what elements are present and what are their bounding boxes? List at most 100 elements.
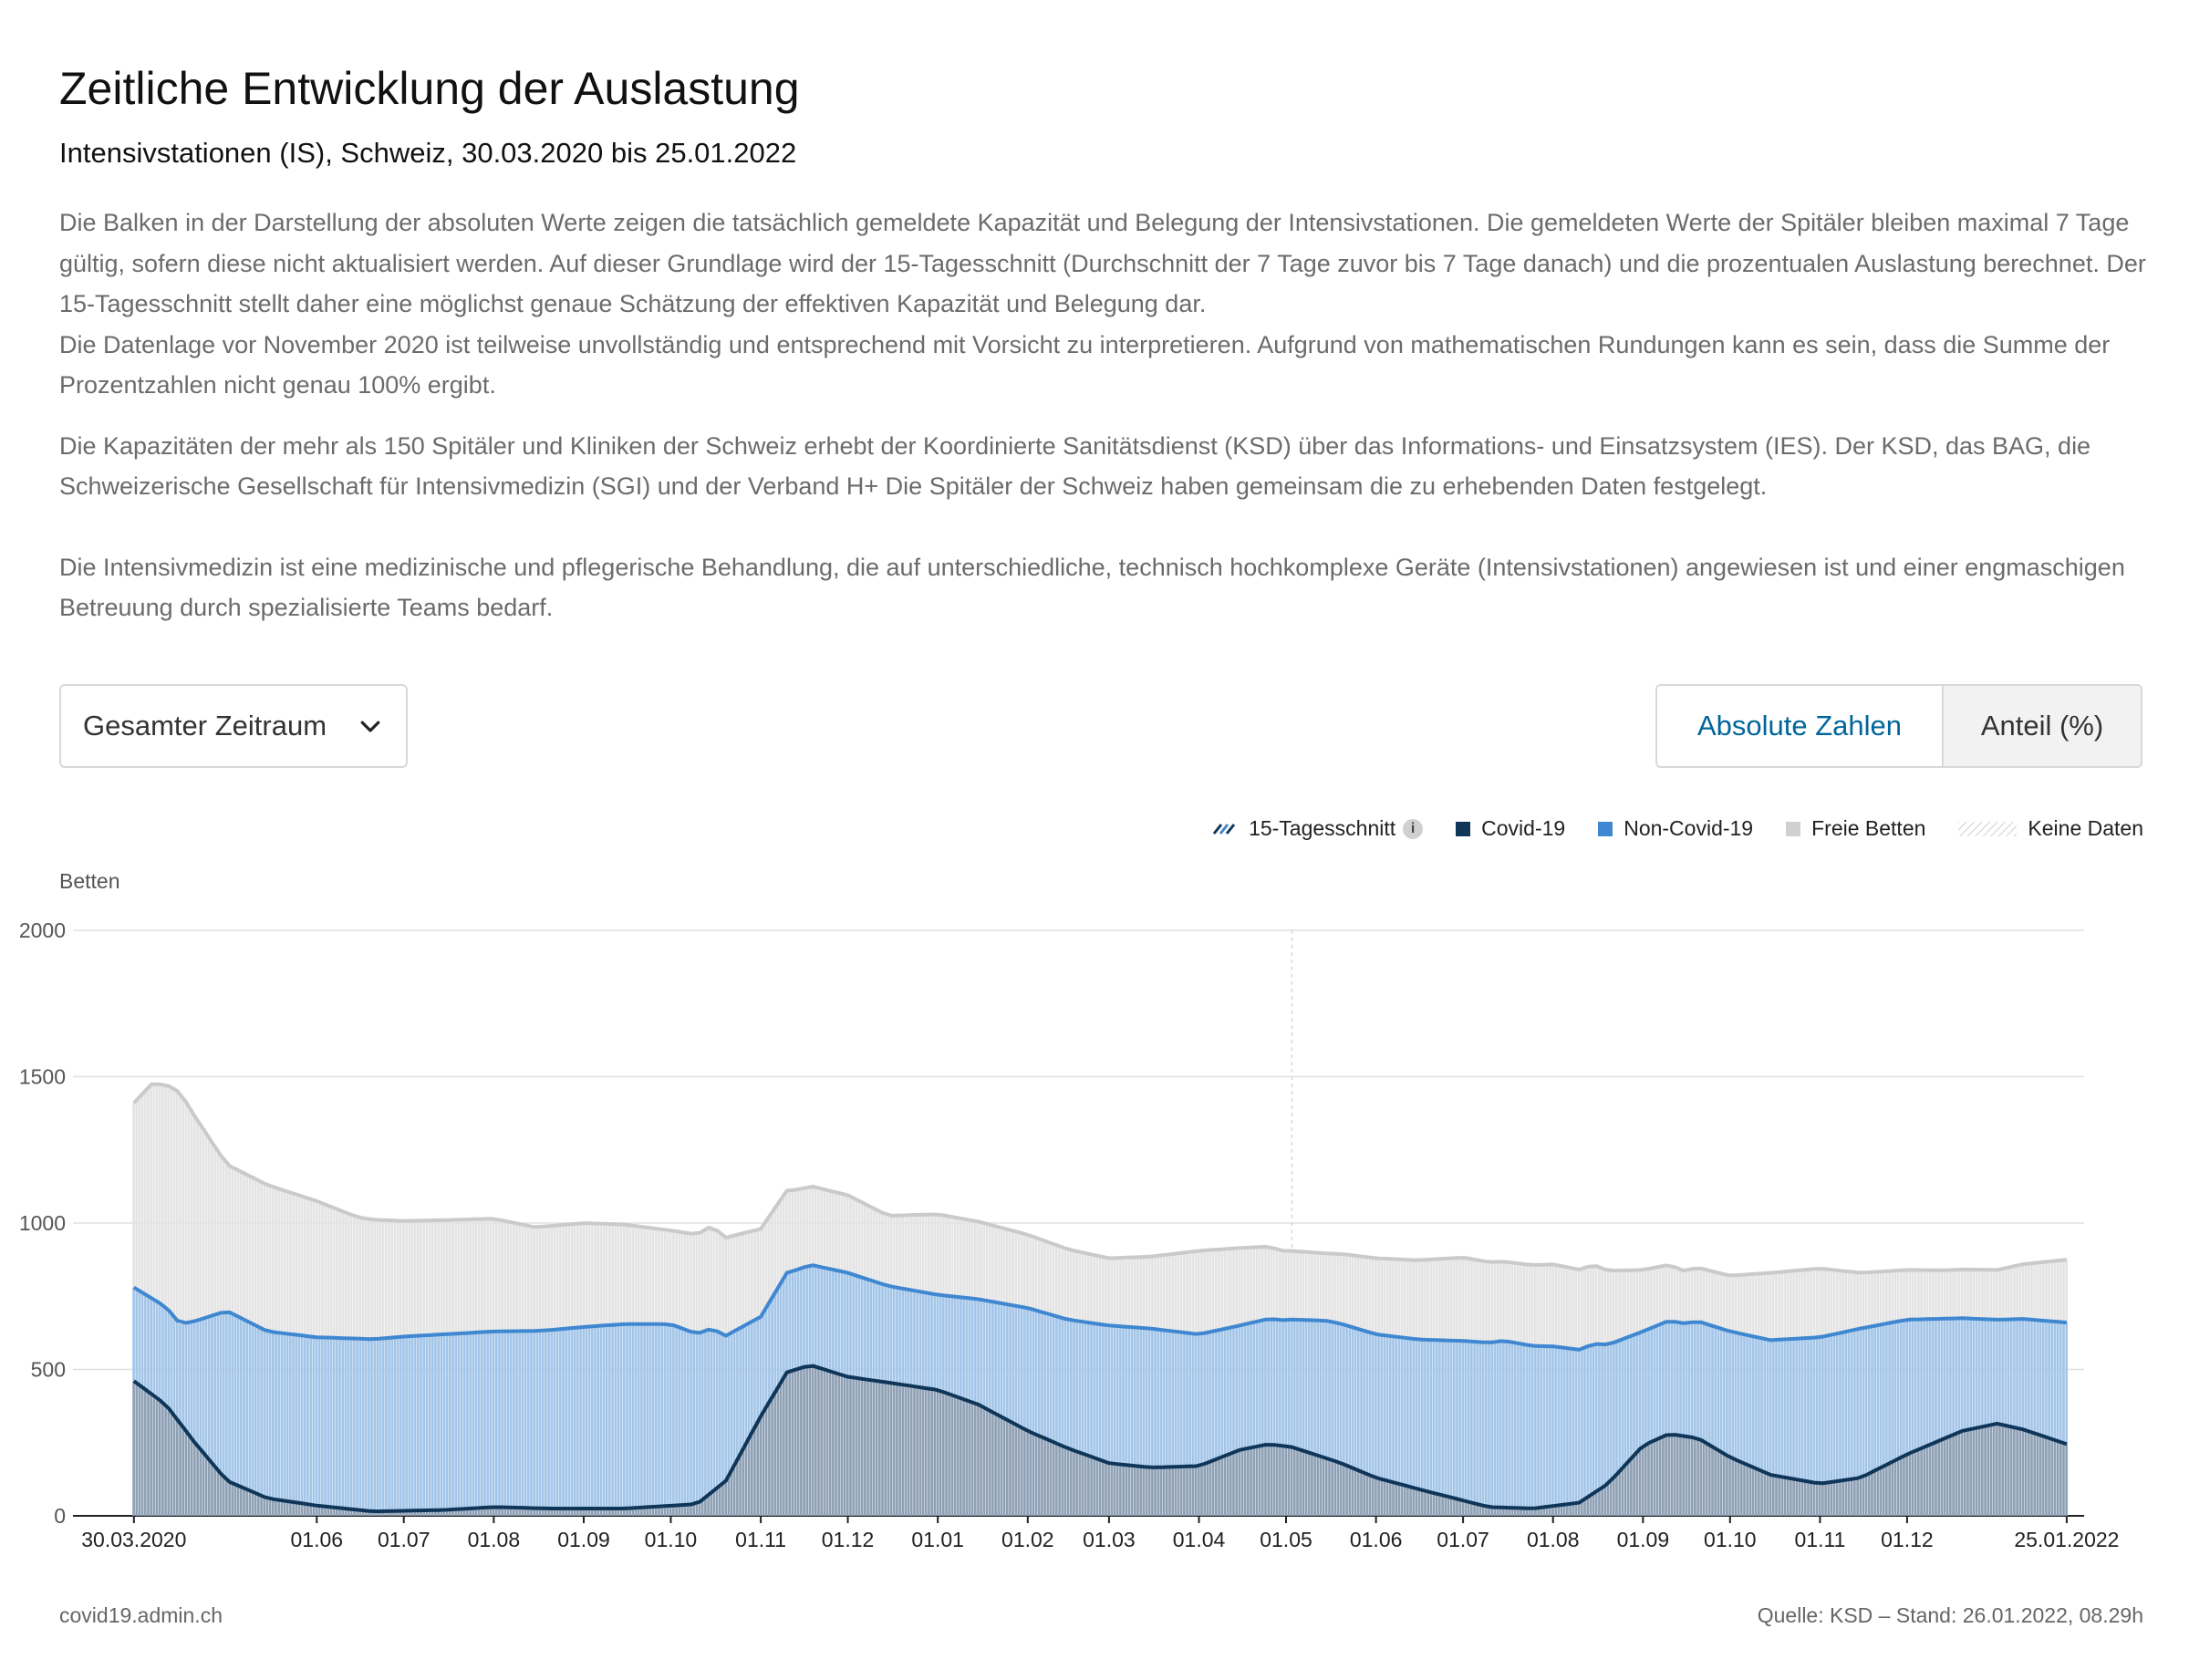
bar-covid xyxy=(573,1508,576,1516)
legend-item-covid[interactable]: Covid-19 xyxy=(1456,816,1565,841)
bar-noncovid xyxy=(1830,1334,1833,1482)
bar-noncovid xyxy=(637,1323,640,1509)
bar-covid xyxy=(2018,1428,2022,1516)
bar-covid xyxy=(2039,1435,2042,1516)
legend-item-avg[interactable]: 15-Tagesschnitt i xyxy=(1212,816,1424,841)
bar-covid xyxy=(445,1509,449,1516)
bar-free xyxy=(358,1218,362,1339)
bar-noncovid xyxy=(341,1338,345,1509)
bar-free xyxy=(1830,1270,1833,1335)
bar-noncovid xyxy=(545,1330,547,1509)
bar-covid xyxy=(155,1398,159,1516)
bar-covid xyxy=(297,1502,301,1516)
bar-noncovid xyxy=(472,1333,475,1509)
bar-noncovid xyxy=(1763,1339,1767,1473)
bar-covid xyxy=(202,1453,205,1516)
bar-noncovid xyxy=(1406,1338,1409,1487)
bar-covid xyxy=(2016,1427,2018,1516)
bar-covid xyxy=(936,1389,939,1516)
bar-noncovid xyxy=(1530,1345,1534,1509)
bar-covid xyxy=(143,1389,147,1516)
toggle-absolute-button[interactable]: Absolute Zahlen xyxy=(1657,686,1944,766)
legend-item-noncovid[interactable]: Non-Covid-19 xyxy=(1598,816,1753,841)
bar-noncovid xyxy=(1569,1348,1572,1504)
bar-noncovid xyxy=(390,1337,394,1511)
bar-free xyxy=(1447,1258,1450,1341)
bar-free xyxy=(721,1235,724,1334)
bar-noncovid xyxy=(590,1326,594,1509)
bar-free xyxy=(1598,1267,1601,1344)
info-icon[interactable]: i xyxy=(1403,818,1424,839)
bar-noncovid xyxy=(1572,1349,1575,1504)
bar-covid xyxy=(498,1507,501,1516)
bar-covid xyxy=(388,1510,390,1516)
bar-noncovid xyxy=(558,1329,562,1509)
bar-noncovid xyxy=(988,1301,991,1411)
bar-noncovid xyxy=(1395,1336,1398,1484)
bar-covid xyxy=(889,1383,893,1516)
bar-free xyxy=(1937,1270,1941,1320)
bar-noncovid xyxy=(1685,1322,1688,1437)
bar-noncovid xyxy=(1484,1343,1488,1507)
bar-free xyxy=(1510,1262,1514,1343)
bar-noncovid xyxy=(376,1338,379,1512)
bar-covid xyxy=(1513,1508,1517,1516)
bar-covid xyxy=(254,1493,257,1516)
bar-noncovid xyxy=(2041,1321,2045,1436)
bar-free xyxy=(956,1218,960,1298)
bar-covid xyxy=(704,1497,707,1516)
bar-free xyxy=(1432,1259,1436,1341)
period-select[interactable]: Gesamter Zeitraum xyxy=(59,684,408,768)
bar-free xyxy=(970,1220,974,1299)
bar-covid xyxy=(1583,1499,1586,1516)
bar-covid xyxy=(939,1391,942,1516)
bar-noncovid xyxy=(1307,1320,1311,1453)
bar-noncovid xyxy=(1093,1323,1096,1458)
bar-free xyxy=(1562,1266,1566,1348)
bar-noncovid xyxy=(1839,1333,1841,1481)
bar-noncovid xyxy=(672,1325,675,1506)
bar-free xyxy=(1790,1270,1792,1340)
bar-noncovid xyxy=(941,1295,945,1393)
bar-noncovid xyxy=(1145,1328,1148,1467)
bar-free xyxy=(921,1214,925,1292)
bar-free xyxy=(924,1214,928,1293)
bar-noncovid xyxy=(948,1296,951,1395)
legend-item-nodata[interactable]: Keine Daten xyxy=(1958,816,2143,841)
bar-covid xyxy=(1441,1495,1444,1516)
description-paragraph-2: Die Kapazitäten der mehr als 150 Spitäle… xyxy=(59,431,2091,501)
bar-free xyxy=(1545,1264,1549,1347)
bar-free xyxy=(410,1220,414,1336)
bar-covid xyxy=(402,1510,405,1516)
bar-noncovid xyxy=(599,1325,603,1509)
bar-free xyxy=(381,1219,385,1339)
bar-noncovid xyxy=(1110,1325,1114,1464)
bar-covid xyxy=(1351,1467,1354,1516)
bar-free xyxy=(1368,1257,1372,1333)
bar-noncovid xyxy=(1191,1333,1195,1467)
bar-covid xyxy=(1882,1466,1885,1516)
bar-covid xyxy=(1908,1453,1912,1516)
bar-covid xyxy=(161,1402,164,1516)
toggle-share-button[interactable]: Anteil (%) xyxy=(1944,686,2141,766)
legend-item-free[interactable]: Freie Betten xyxy=(1786,816,1925,841)
bar-noncovid xyxy=(1896,1321,1900,1459)
bar-noncovid xyxy=(1545,1346,1549,1507)
bar-covid xyxy=(285,1501,289,1516)
bar-covid xyxy=(1928,1444,1932,1516)
bar-covid xyxy=(776,1386,780,1516)
bar-free xyxy=(1839,1270,1841,1333)
bar-covid xyxy=(1058,1445,1061,1516)
bar-covid xyxy=(877,1381,881,1516)
bar-covid xyxy=(1598,1488,1601,1516)
bar-free xyxy=(179,1093,182,1324)
bar-free xyxy=(1899,1270,1903,1322)
bar-free xyxy=(1177,1253,1180,1333)
bar-covid xyxy=(1885,1464,1888,1516)
bar-covid xyxy=(1388,1481,1392,1516)
bar-covid xyxy=(712,1489,716,1516)
bar-covid xyxy=(1243,1448,1247,1516)
bar-free xyxy=(1850,1271,1853,1331)
bar-free xyxy=(1343,1254,1345,1325)
